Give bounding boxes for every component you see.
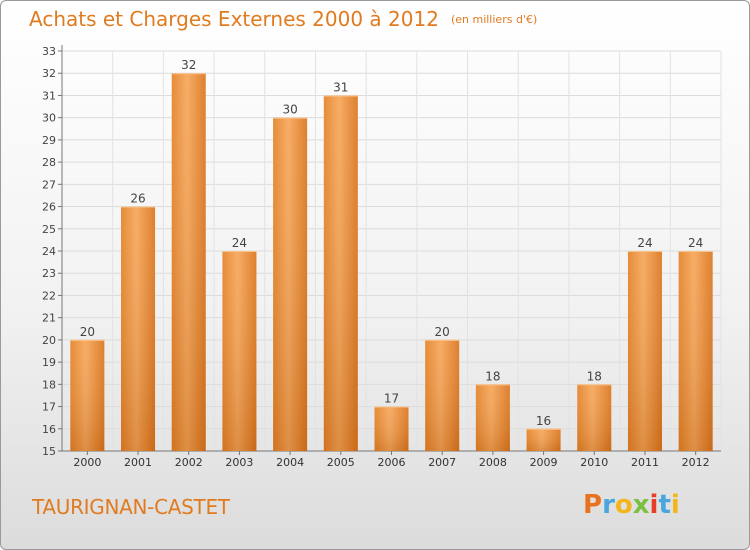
y-tick-label-32: 32 [42,67,56,80]
x-tick-label-2004: 2004 [276,456,304,469]
x-tick-label-2002: 2002 [175,456,203,469]
bar-shade-2001 [121,206,156,451]
data-label-2003: 24 [232,236,247,250]
bar-shade-2005 [323,95,358,451]
data-label-2000: 20 [80,325,95,339]
bar-shade-2004 [273,117,308,452]
logo-letter: o [614,490,633,520]
data-label-2001: 26 [130,192,145,206]
data-label-2005: 31 [333,80,348,94]
bar-shade-2011 [627,251,662,451]
y-tick-label-33: 33 [42,45,56,58]
chart-unit-label: (en milliers d'€) [450,13,538,26]
logo-letter: i [649,490,659,520]
y-tick-label-22: 22 [42,289,56,302]
data-label-2004: 30 [282,103,297,117]
data-label-2006: 17 [384,392,399,406]
logo-letter: t [658,490,671,520]
data-label-2008: 18 [485,369,500,383]
data-label-2007: 20 [435,325,450,339]
logo-letter: x [632,490,650,520]
y-tick-label-28: 28 [42,156,56,169]
bars [70,73,713,452]
bar-shade-2009 [526,428,561,451]
x-tick-label-2000: 2000 [73,456,101,469]
y-tick-label-19: 19 [42,356,56,369]
x-tick-label-2007: 2007 [428,456,456,469]
y-tick-label-25: 25 [42,223,56,236]
x-tick-label-2010: 2010 [580,456,608,469]
y-tick-label-24: 24 [42,245,56,258]
logo-letter: i [670,490,680,520]
y-tick-label-23: 23 [42,267,56,280]
x-tick-label-2012: 2012 [682,456,710,469]
axes: 15 16 17 18 19 20 21 22 23 24 25 26 27 28 29 30 31 32 33 20… [42,45,721,469]
chart-title-text: Achats et Charges Externes 2000 à 2012 [29,7,439,31]
bar-shade-2002 [171,73,206,451]
chart-title: Achats et Charges Externes 2000 à 2012 (e… [29,7,537,31]
x-tick-label-2008: 2008 [479,456,507,469]
y-tick-label-15: 15 [42,445,56,458]
bar-shade-2008 [475,384,510,451]
x-tick-label-2006: 2006 [378,456,406,469]
x-tick-label-2005: 2005 [327,456,355,469]
y-tick-label-31: 31 [42,89,56,102]
x-tick-label-2003: 2003 [225,456,253,469]
y-tick-label-27: 27 [42,178,56,191]
x-tick-label-2009: 2009 [530,456,558,469]
y-tick-label-17: 17 [42,401,56,414]
x-tick-label-2001: 2001 [124,456,152,469]
y-tick-label-20: 20 [42,334,56,347]
data-label-2012: 24 [688,236,703,250]
y-tick-label-30: 30 [42,112,56,125]
bar-shade-2000 [70,339,105,451]
logo-letter: P [583,490,603,520]
y-tick-label-16: 16 [42,423,56,436]
y-tick-label-29: 29 [42,134,56,147]
bar-shade-2010 [577,384,612,451]
data-label-2010: 18 [587,369,602,383]
bar-shade-2007 [425,339,460,451]
data-label-2009: 16 [536,414,551,428]
bar-shade-2006 [374,406,409,451]
y-tick-label-18: 18 [42,378,56,391]
bar-shade-2012 [678,251,713,451]
y-tick-label-26: 26 [42,201,56,214]
data-label-2002: 32 [181,58,196,72]
commune-name: TAURIGNAN-CASTET [32,495,230,519]
bar-shade-2003 [222,251,257,451]
x-tick-label-2011: 2011 [631,456,659,469]
data-labels: 20 26 32 24 30 31 17 20 18 16 18 24 24 [80,58,704,428]
data-label-2011: 24 [637,236,652,250]
y-tick-label-21: 21 [42,312,56,325]
proxiti-logo: Proxiti [583,490,680,520]
logo-letter: r [602,490,615,520]
